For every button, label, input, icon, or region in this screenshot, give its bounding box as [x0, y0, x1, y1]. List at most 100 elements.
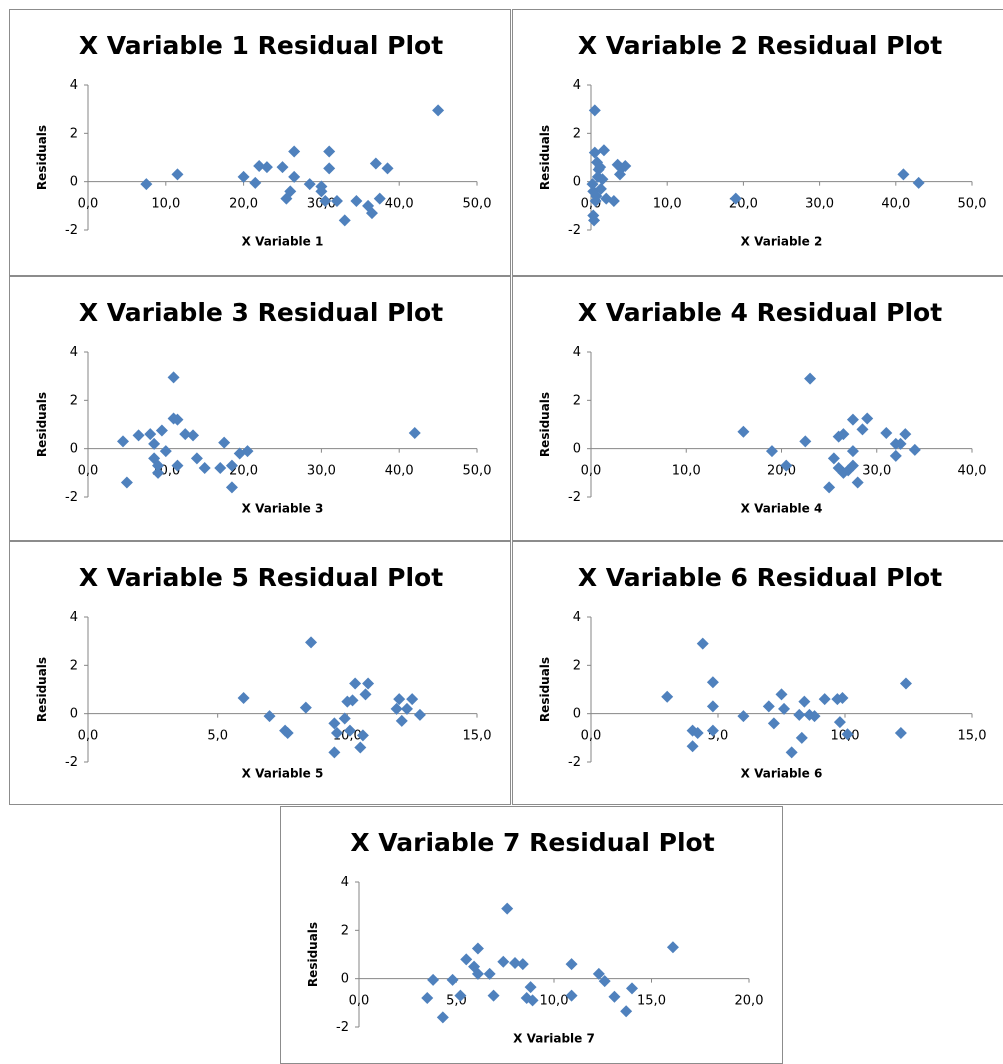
- data-point: [288, 170, 301, 183]
- data-point: [241, 445, 254, 458]
- x-axis-title: X Variable 7: [513, 1032, 595, 1046]
- data-point: [198, 462, 211, 474]
- data-point: [861, 412, 874, 425]
- x-tick-label: 30,0: [862, 464, 891, 479]
- chart-title: X Variable 5 Residual Plot: [79, 563, 443, 592]
- y-tick-label: -2: [65, 223, 78, 238]
- data-point: [171, 168, 184, 181]
- x-tick-label: 40,0: [881, 197, 910, 212]
- y-tick-label: 2: [573, 393, 581, 408]
- chart-title: X Variable 3 Residual Plot: [79, 298, 443, 327]
- residual-plot-6: X Variable 6 Residual Plot-20240,05,010,…: [538, 563, 986, 781]
- data-point: [148, 437, 161, 450]
- y-tick-label: -2: [568, 755, 581, 770]
- y-axis-title: Residuals: [538, 657, 552, 722]
- data-point: [413, 708, 426, 721]
- data-point: [373, 192, 386, 205]
- data-point: [597, 144, 610, 157]
- data-point: [795, 731, 808, 744]
- data-point: [305, 636, 318, 649]
- y-tick-label: 0: [70, 175, 78, 190]
- data-point: [596, 173, 609, 186]
- data-point: [359, 688, 372, 701]
- y-tick-label: 4: [70, 610, 78, 625]
- data-point: [159, 445, 172, 458]
- x-axis-title: X Variable 5: [242, 767, 324, 781]
- data-point: [155, 424, 168, 437]
- data-point: [330, 727, 343, 739]
- data-point: [799, 435, 812, 448]
- x-tick-label: 20,0: [229, 464, 258, 479]
- data-point: [798, 695, 811, 708]
- data-point: [144, 428, 157, 441]
- data-point: [520, 992, 533, 1004]
- y-axis-title: Residuals: [35, 657, 49, 722]
- data-point: [516, 958, 529, 971]
- x-tick-label: 15,0: [463, 729, 492, 744]
- x-tick-label: 50,0: [958, 197, 987, 212]
- data-point: [356, 729, 369, 742]
- chart-title: X Variable 7 Residual Plot: [350, 828, 714, 857]
- data-point: [706, 724, 719, 737]
- x-tick-label: 50,0: [463, 464, 492, 479]
- data-point: [846, 445, 859, 458]
- data-point: [501, 902, 514, 915]
- data-point: [765, 445, 778, 458]
- data-point: [408, 426, 421, 439]
- y-tick-label: 4: [70, 345, 78, 360]
- x-tick-label: 10,0: [151, 197, 180, 212]
- data-point: [237, 691, 250, 704]
- chart-panel-2: X Variable 2 Residual Plot -2 0 2 4 0,0 10,0 20…: [512, 9, 1003, 276]
- data-point: [319, 195, 332, 207]
- data-point: [253, 159, 266, 172]
- y-tick-label: 4: [70, 78, 78, 93]
- data-point: [833, 716, 846, 729]
- data-point: [899, 677, 912, 690]
- data-point: [369, 157, 382, 170]
- data-point: [778, 702, 791, 715]
- data-point: [785, 746, 798, 759]
- data-point: [894, 727, 907, 739]
- data-point: [427, 973, 440, 986]
- data-point: [315, 185, 328, 198]
- chart-title: X Variable 2 Residual Plot: [578, 31, 942, 60]
- data-point: [341, 695, 354, 708]
- data-point: [565, 989, 578, 1002]
- data-point: [586, 178, 599, 191]
- data-point: [591, 156, 604, 169]
- data-point: [284, 185, 297, 198]
- data-point: [152, 459, 165, 472]
- y-tick-label: 2: [70, 658, 78, 673]
- y-tick-label: 4: [573, 610, 581, 625]
- data-point: [793, 708, 806, 721]
- data-point: [524, 981, 537, 994]
- x-tick-label: 40,0: [385, 197, 414, 212]
- y-tick-label: -2: [568, 223, 581, 238]
- data-point: [214, 462, 227, 474]
- data-point: [249, 176, 262, 189]
- data-point: [338, 712, 351, 725]
- data-point: [140, 178, 153, 191]
- data-point: [350, 195, 363, 207]
- data-point: [483, 967, 496, 980]
- data-point: [338, 214, 351, 227]
- data-point: [446, 973, 459, 986]
- y-tick-label: 0: [341, 972, 349, 987]
- y-tick-label: 4: [573, 345, 581, 360]
- data-point: [526, 994, 539, 1007]
- chart-panel-1: X Variable 1 Residual Plot -2 0 2 4 0,0 10,0 20…: [9, 9, 511, 276]
- data-point: [365, 207, 378, 220]
- data-point: [260, 161, 273, 174]
- data-point: [323, 162, 336, 175]
- data-point: [620, 1005, 633, 1018]
- data-point: [808, 710, 821, 723]
- data-point: [836, 691, 849, 704]
- y-tick-label: 4: [573, 78, 581, 93]
- y-tick-label: 0: [573, 442, 581, 457]
- x-axis-title: X Variable 3: [242, 502, 324, 516]
- data-point: [832, 462, 845, 474]
- data-point: [818, 693, 831, 706]
- data-point: [762, 700, 775, 713]
- x-tick-label: 30,0: [805, 197, 834, 212]
